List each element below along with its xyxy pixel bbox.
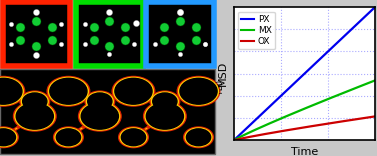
MX (277, 118, 282, 120)
Circle shape (54, 127, 83, 148)
Circle shape (186, 129, 211, 146)
Line: MX: MX (234, 80, 375, 140)
FancyBboxPatch shape (0, 69, 215, 154)
Circle shape (0, 78, 22, 104)
Circle shape (177, 76, 220, 106)
FancyBboxPatch shape (3, 2, 70, 66)
Circle shape (47, 76, 90, 106)
Circle shape (49, 77, 88, 105)
Y-axis label: MSD: MSD (218, 61, 227, 86)
MX (373, 79, 377, 81)
OX (287, 129, 292, 131)
Circle shape (56, 129, 81, 146)
PX (320, 56, 325, 57)
Circle shape (121, 129, 146, 146)
MX (231, 139, 236, 141)
PX (373, 6, 377, 8)
OX (334, 121, 339, 123)
FancyBboxPatch shape (76, 2, 143, 66)
Line: OX: OX (234, 116, 375, 140)
Text: MSD: MSD (216, 79, 225, 93)
PX (248, 123, 253, 125)
Circle shape (21, 92, 48, 111)
PX (287, 87, 292, 88)
MX (248, 131, 253, 133)
X-axis label: Time: Time (291, 147, 318, 156)
Circle shape (81, 103, 118, 129)
Circle shape (0, 129, 15, 146)
Circle shape (20, 91, 49, 112)
PX (334, 43, 339, 44)
Circle shape (0, 127, 18, 148)
Circle shape (113, 77, 153, 105)
OX (231, 139, 236, 141)
Circle shape (119, 127, 148, 148)
MX (287, 114, 292, 116)
Circle shape (14, 101, 56, 131)
OX (373, 115, 377, 117)
OX (320, 124, 325, 125)
PX (334, 43, 338, 45)
Circle shape (144, 101, 186, 131)
PX (277, 96, 282, 98)
Circle shape (23, 93, 47, 110)
OX (248, 136, 253, 138)
Circle shape (153, 93, 177, 110)
Circle shape (50, 78, 87, 104)
Circle shape (88, 93, 112, 110)
Circle shape (150, 91, 180, 112)
Circle shape (16, 103, 53, 129)
MX (320, 100, 325, 102)
Circle shape (115, 78, 152, 104)
Circle shape (179, 77, 218, 105)
Circle shape (152, 92, 178, 111)
Circle shape (120, 128, 147, 147)
Circle shape (180, 78, 217, 104)
Circle shape (0, 77, 23, 105)
Legend: PX, MX, OX: PX, MX, OX (238, 12, 275, 49)
Circle shape (78, 101, 121, 131)
Circle shape (146, 103, 184, 129)
Circle shape (85, 91, 115, 112)
Circle shape (0, 128, 17, 147)
Circle shape (145, 102, 185, 130)
Circle shape (86, 92, 113, 111)
Circle shape (112, 76, 155, 106)
Circle shape (0, 76, 25, 106)
MX (334, 95, 338, 97)
Circle shape (55, 128, 82, 147)
Circle shape (184, 127, 213, 148)
OX (277, 131, 282, 132)
Circle shape (15, 102, 55, 130)
FancyBboxPatch shape (146, 2, 213, 66)
Circle shape (80, 102, 120, 130)
MX (334, 95, 339, 97)
Line: PX: PX (234, 7, 375, 140)
OX (334, 121, 338, 123)
Circle shape (185, 128, 212, 147)
PX (231, 139, 236, 141)
